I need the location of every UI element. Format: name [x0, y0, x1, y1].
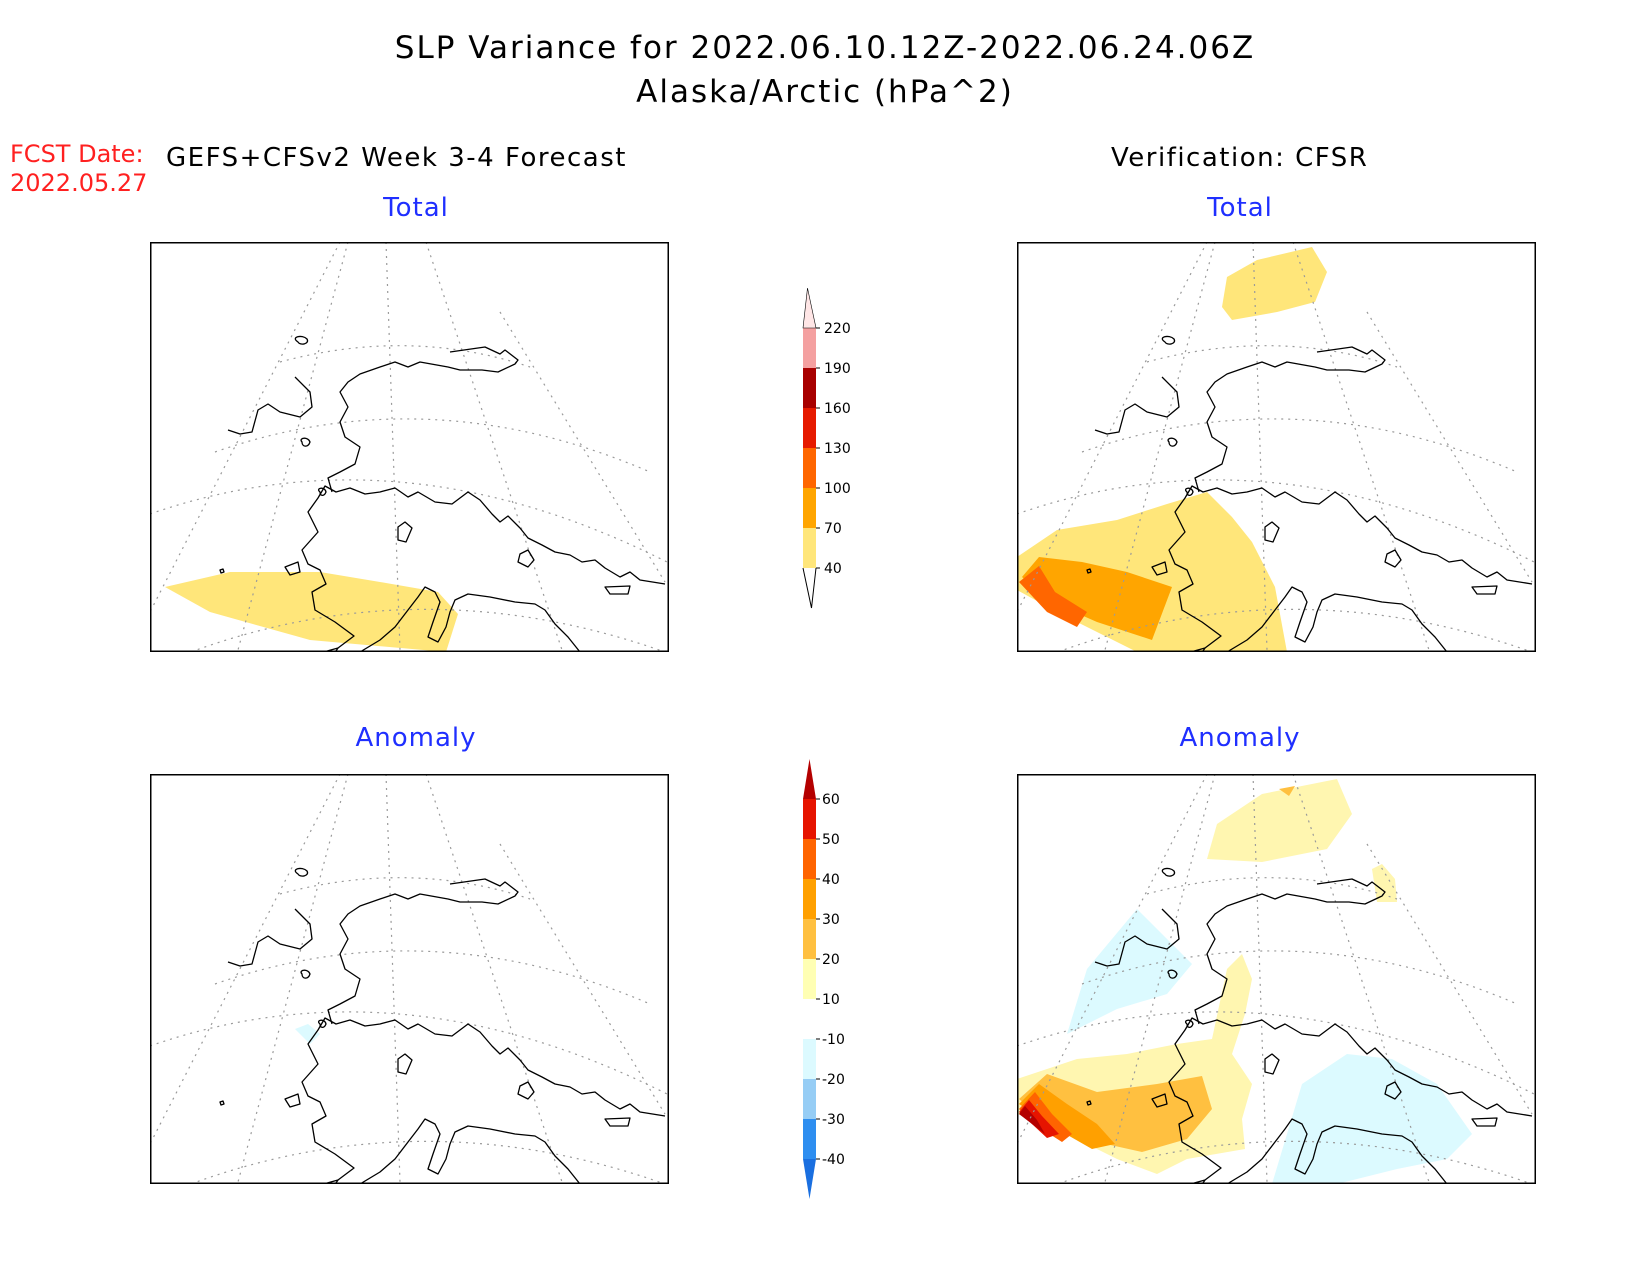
anomaly-colorbar-segment [803, 879, 816, 919]
anomaly-region-dark-red [1019, 1106, 1045, 1134]
verification-total-map [1017, 242, 1536, 652]
verification-anomaly-map [1017, 774, 1536, 1184]
variance-region-orange [1022, 557, 1172, 640]
anomaly-colorbar: -40 -30 -20 -10 10 20 30 40 50 60 [803, 759, 845, 1199]
total-colorbar-segment [803, 408, 816, 448]
chart-subtitle: Alaska/Arctic (hPa^2) [636, 74, 1014, 110]
anomaly-colorbar-label: -10 [822, 1032, 845, 1048]
anomaly-colorbar-segment [803, 1039, 816, 1079]
anomaly-region-cyan-west [1067, 909, 1192, 1034]
anomaly-region-red [1019, 1100, 1059, 1138]
total-colorbar-label: 160 [824, 401, 851, 417]
total-colorbar-segment [803, 448, 816, 488]
anomaly-colorbar-segment [803, 959, 816, 999]
anomaly-region-top-orange [1279, 786, 1295, 796]
total-colorbar-segment [803, 488, 816, 528]
anomaly-colorbar-segment [803, 799, 816, 839]
total-colorbar-segment [803, 528, 816, 568]
forecast-column-header: GEFS+CFSv2 Week 3-4 Forecast [166, 143, 627, 173]
forecast-date-value: 2022.05.27 [10, 169, 148, 197]
forecast-anomaly-map [150, 774, 669, 1184]
anomaly-colorbar-segment [803, 1079, 816, 1119]
total-colorbar-label: 40 [824, 561, 842, 577]
anomaly-colorbar-label: 20 [822, 952, 840, 968]
total-colorbar-label: 100 [824, 481, 851, 497]
anomaly-colorbar-label: 60 [822, 792, 840, 808]
anomaly-colorbar-segment [803, 999, 816, 1039]
anomaly-region-small-light-yellow [1372, 864, 1397, 902]
total-colorbar-label: 70 [824, 521, 842, 537]
anomaly-colorbar-label: -20 [822, 1072, 845, 1088]
total-colorbar-segment [803, 368, 816, 408]
forecast-total-map [150, 242, 669, 652]
total-colorbar-segment [803, 328, 816, 368]
anomaly-region-orange [1019, 1084, 1115, 1149]
anomaly-colorbar-label: 50 [822, 832, 840, 848]
anomaly-colorbar-segment [803, 919, 816, 959]
variance-region-dark-orange [1019, 566, 1087, 627]
anomaly-colorbar-label: 10 [822, 992, 840, 1008]
anomaly-colorbar-top-wedge [803, 759, 816, 799]
total-colorbar-label: 190 [824, 361, 851, 377]
verification-total-title: Total [1207, 193, 1273, 223]
total-colorbar: 40 70 100 130 160 190 220 [802, 287, 851, 609]
total-colorbar-label: 130 [824, 441, 851, 457]
anomaly-colorbar-label: 40 [822, 872, 840, 888]
forecast-total-title: Total [383, 193, 449, 223]
forecast-date-label: FCST Date: [10, 140, 144, 168]
anomaly-region-cyan-east [1272, 1054, 1472, 1184]
anomaly-colorbar-label: 30 [822, 912, 840, 928]
anomaly-region-light-cyan [295, 1024, 320, 1044]
total-colorbar-bottom-wedge [802, 567, 817, 609]
anomaly-colorbar-segment [803, 839, 816, 879]
anomaly-colorbar-bottom-wedge [803, 1159, 816, 1199]
forecast-anomaly-title: Anomaly [355, 723, 477, 753]
verification-anomaly-title: Anomaly [1179, 723, 1301, 753]
anomaly-region-light-orange [1019, 1074, 1212, 1152]
chart-title: SLP Variance for 2022.06.10.12Z-2022.06.… [394, 30, 1256, 66]
total-colorbar-label: 220 [824, 321, 851, 337]
verification-column-header: Verification: CFSR [1111, 143, 1369, 173]
total-colorbar-top-wedge [802, 287, 817, 329]
anomaly-colorbar-label: -40 [822, 1152, 845, 1168]
variance-region-top-yellow [1222, 247, 1327, 320]
anomaly-colorbar-label: -30 [822, 1112, 845, 1128]
anomaly-colorbar-segment [803, 1119, 816, 1159]
variance-region-yellow [165, 572, 458, 652]
